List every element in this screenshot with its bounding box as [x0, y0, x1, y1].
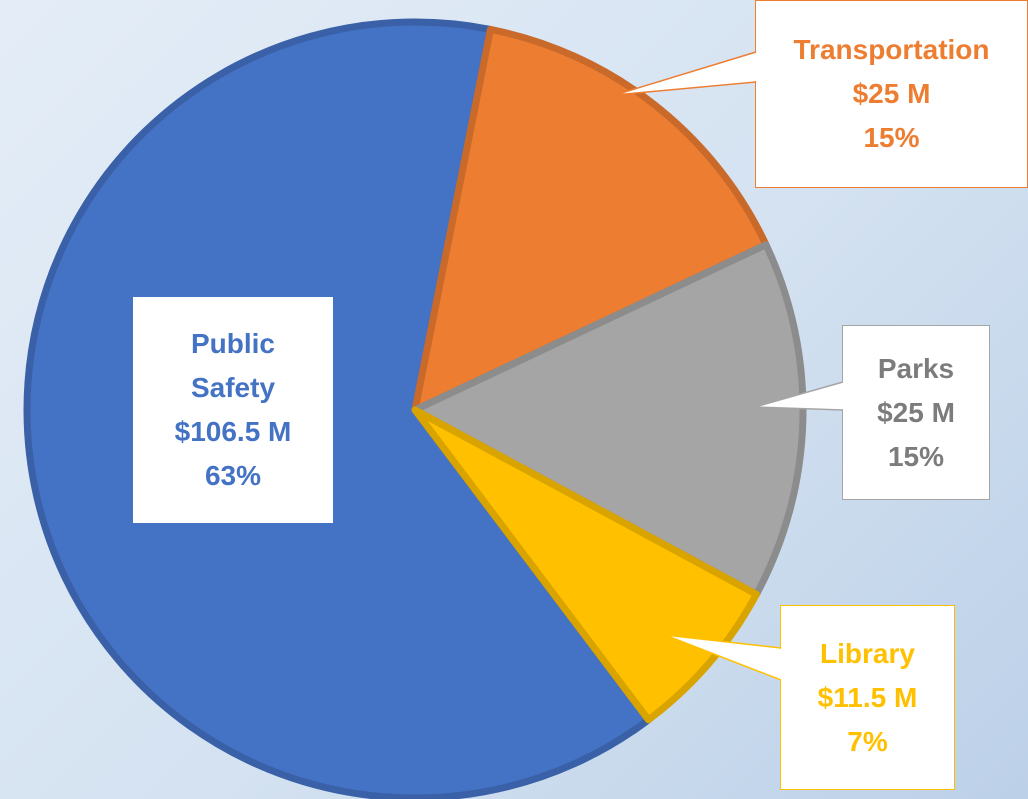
pointer-joint — [842, 383, 845, 409]
percent-label: 63% — [204, 460, 262, 491]
value-label: $25 M — [877, 396, 955, 428]
pointer-joint — [755, 53, 758, 81]
pie-slice — [411, 406, 760, 724]
percent-label: 7% — [847, 725, 888, 757]
pointer-joint — [780, 649, 783, 679]
data-label: Public Safety $106.5 M 63% — [133, 297, 333, 523]
percent-label: 15% — [887, 440, 945, 472]
data-label: Library $11.5 M 7% — [780, 605, 955, 790]
category-label: Library — [820, 637, 915, 669]
pie-slice — [23, 18, 653, 799]
data-label: Parks $25 M 15% — [842, 325, 990, 500]
value-label: $106.5 M — [174, 416, 292, 447]
category-label: Transportation — [793, 34, 990, 65]
pie-slice — [411, 241, 807, 598]
data-label: Transportation $25 M 15% — [755, 0, 1028, 188]
value-label: $11.5 M — [817, 681, 918, 713]
callout-pointer — [614, 50, 757, 96]
value-label: $25 M — [852, 78, 931, 109]
pie-slice — [411, 25, 770, 414]
percent-label: 15% — [863, 122, 920, 153]
category-label: Parks — [877, 352, 955, 384]
category-label: Public Safety — [190, 328, 276, 403]
